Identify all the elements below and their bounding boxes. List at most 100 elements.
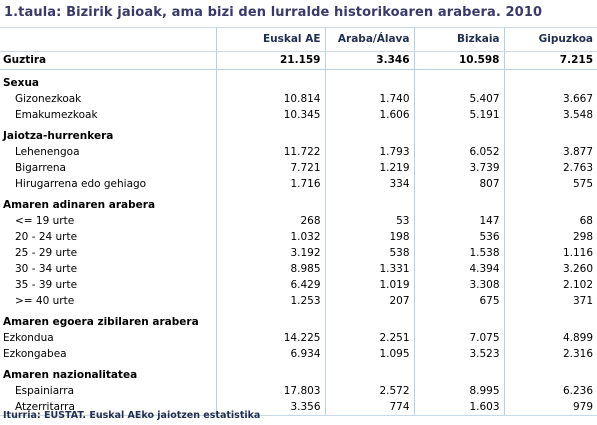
total-value: 10.598 [413, 51, 504, 70]
row-label: 35 - 39 urte [15, 279, 78, 291]
total-value: 21.159 [215, 51, 325, 70]
cell-value: 3.356 [215, 399, 325, 416]
spacer-row [0, 309, 597, 314]
table-row: 30 - 34 urte 8.985 1.331 4.394 3.260 [0, 261, 597, 277]
cell-value: 2.251 [324, 330, 414, 346]
section-header-row: Amaren adinaren arabera [0, 197, 597, 213]
spacer-row [0, 69, 597, 75]
row-label: Atzerritarra [0, 399, 216, 416]
cell-value: 1.740 [324, 91, 414, 107]
cell-value: 371 [503, 293, 597, 309]
cell-value: 1.716 [215, 176, 325, 192]
column-header-bizkaia: Bizkaia [413, 27, 504, 52]
spacer-row [0, 192, 597, 197]
cell-value: 3.877 [503, 144, 597, 160]
cell-value: 675 [413, 293, 504, 309]
table-row: Espainiarra 17.803 2.572 8.995 6.236 [0, 383, 597, 399]
row-label: <= 19 urte [15, 215, 75, 227]
cell-value: 3.523 [413, 346, 504, 362]
total-value: 3.346 [324, 51, 414, 70]
total-value: 7.215 [503, 51, 597, 70]
section-header-row: Amaren egoera zibilaren arabera [0, 314, 597, 330]
cell-value: 1.606 [324, 107, 414, 123]
cell-value: 575 [503, 176, 597, 192]
section-title: Amaren nazionalitatea [3, 369, 138, 381]
cell-value: 807 [413, 176, 504, 192]
header-empty-cell [0, 27, 216, 52]
row-label: 20 - 24 urte [15, 231, 78, 243]
section-header-row: Amaren nazionalitatea [0, 367, 597, 383]
cell-value: 1.603 [413, 399, 504, 416]
table-row: >= 40 urte 1.253 207 675 371 [0, 293, 597, 309]
row-label: Ezkondua [3, 332, 54, 344]
table-row: Gizonezkoak 10.814 1.740 5.407 3.667 [0, 91, 597, 107]
cell-value: 8.995 [413, 383, 504, 399]
section-header-row: Sexua [0, 75, 597, 91]
header-row: Euskal AE Araba/Álava Bizkaia Gipuzkoa [0, 27, 597, 52]
section-header-row: Jaiotza-hurrenkera [0, 128, 597, 144]
cell-value: 1.538 [413, 245, 504, 261]
column-header-araba: Araba/Álava [324, 27, 414, 52]
spacer-row [0, 123, 597, 128]
cell-value: 1.331 [324, 261, 414, 277]
cell-value: 1.116 [503, 245, 597, 261]
row-label: Gizonezkoak [15, 93, 82, 105]
cell-value: 538 [324, 245, 414, 261]
cell-value: 5.191 [413, 107, 504, 123]
table-row: Lehenengoa 11.722 1.793 6.052 3.877 [0, 144, 597, 160]
cell-value: 10.814 [215, 91, 325, 107]
cell-value: 6.429 [215, 277, 325, 293]
cell-value: 2.572 [324, 383, 414, 399]
cell-value: 53 [324, 213, 414, 229]
cell-value: 14.225 [215, 330, 325, 346]
cell-value: 198 [324, 229, 414, 245]
births-table: Euskal AE Araba/Álava Bizkaia Gipuzkoa G… [0, 27, 597, 416]
section-title: Amaren egoera zibilaren arabera [3, 316, 199, 328]
cell-value: 68 [503, 213, 597, 229]
cell-value: 1.095 [324, 346, 414, 362]
spacer-row [0, 362, 597, 367]
cell-value: 2.763 [503, 160, 597, 176]
cell-value: 6.236 [503, 383, 597, 399]
cell-value: 3.308 [413, 277, 504, 293]
cell-value: 334 [324, 176, 414, 192]
cell-value: 4.394 [413, 261, 504, 277]
row-label: Espainiarra [15, 385, 75, 397]
cell-value: 3.548 [503, 107, 597, 123]
cell-value: 298 [503, 229, 597, 245]
row-label: Bigarrena [15, 162, 66, 174]
table-row: Emakumezkoak 10.345 1.606 5.191 3.548 [0, 107, 597, 123]
cell-value: 536 [413, 229, 504, 245]
cell-value: 2.102 [503, 277, 597, 293]
row-label: Lehenengoa [15, 146, 80, 158]
section-title: Jaiotza-hurrenkera [3, 130, 114, 142]
cell-value: 3.739 [413, 160, 504, 176]
row-label: Ezkongabea [3, 348, 67, 360]
cell-value: 11.722 [215, 144, 325, 160]
cell-value: 1.219 [324, 160, 414, 176]
cell-value: 979 [503, 399, 597, 416]
cell-value: 1.793 [324, 144, 414, 160]
cell-value: 1.019 [324, 277, 414, 293]
table-row: <= 19 urte 268 53 147 68 [0, 213, 597, 229]
cell-value: 147 [413, 213, 504, 229]
cell-value: 2.316 [503, 346, 597, 362]
table-row: Hirugarrena edo gehiago 1.716 334 807 575 [0, 176, 597, 192]
section-title: Amaren adinaren arabera [3, 199, 156, 211]
cell-value: 207 [324, 293, 414, 309]
cell-value: 17.803 [215, 383, 325, 399]
cell-value: 4.899 [503, 330, 597, 346]
row-label: 25 - 29 urte [15, 247, 78, 259]
total-label: Guztira [0, 51, 216, 70]
cell-value: 774 [324, 399, 414, 416]
table-title: 1.taula: Bizirik jaioak, ama bizi den lu… [4, 5, 543, 20]
cell-value: 1.253 [215, 293, 325, 309]
cell-value: 3.192 [215, 245, 325, 261]
cell-value: 1.032 [215, 229, 325, 245]
row-label: 30 - 34 urte [15, 263, 78, 275]
table-row: 35 - 39 urte 6.429 1.019 3.308 2.102 [0, 277, 597, 293]
row-label: Emakumezkoak [15, 109, 98, 121]
cell-value: 3.260 [503, 261, 597, 277]
cell-value: 268 [215, 213, 325, 229]
cell-value: 5.407 [413, 91, 504, 107]
